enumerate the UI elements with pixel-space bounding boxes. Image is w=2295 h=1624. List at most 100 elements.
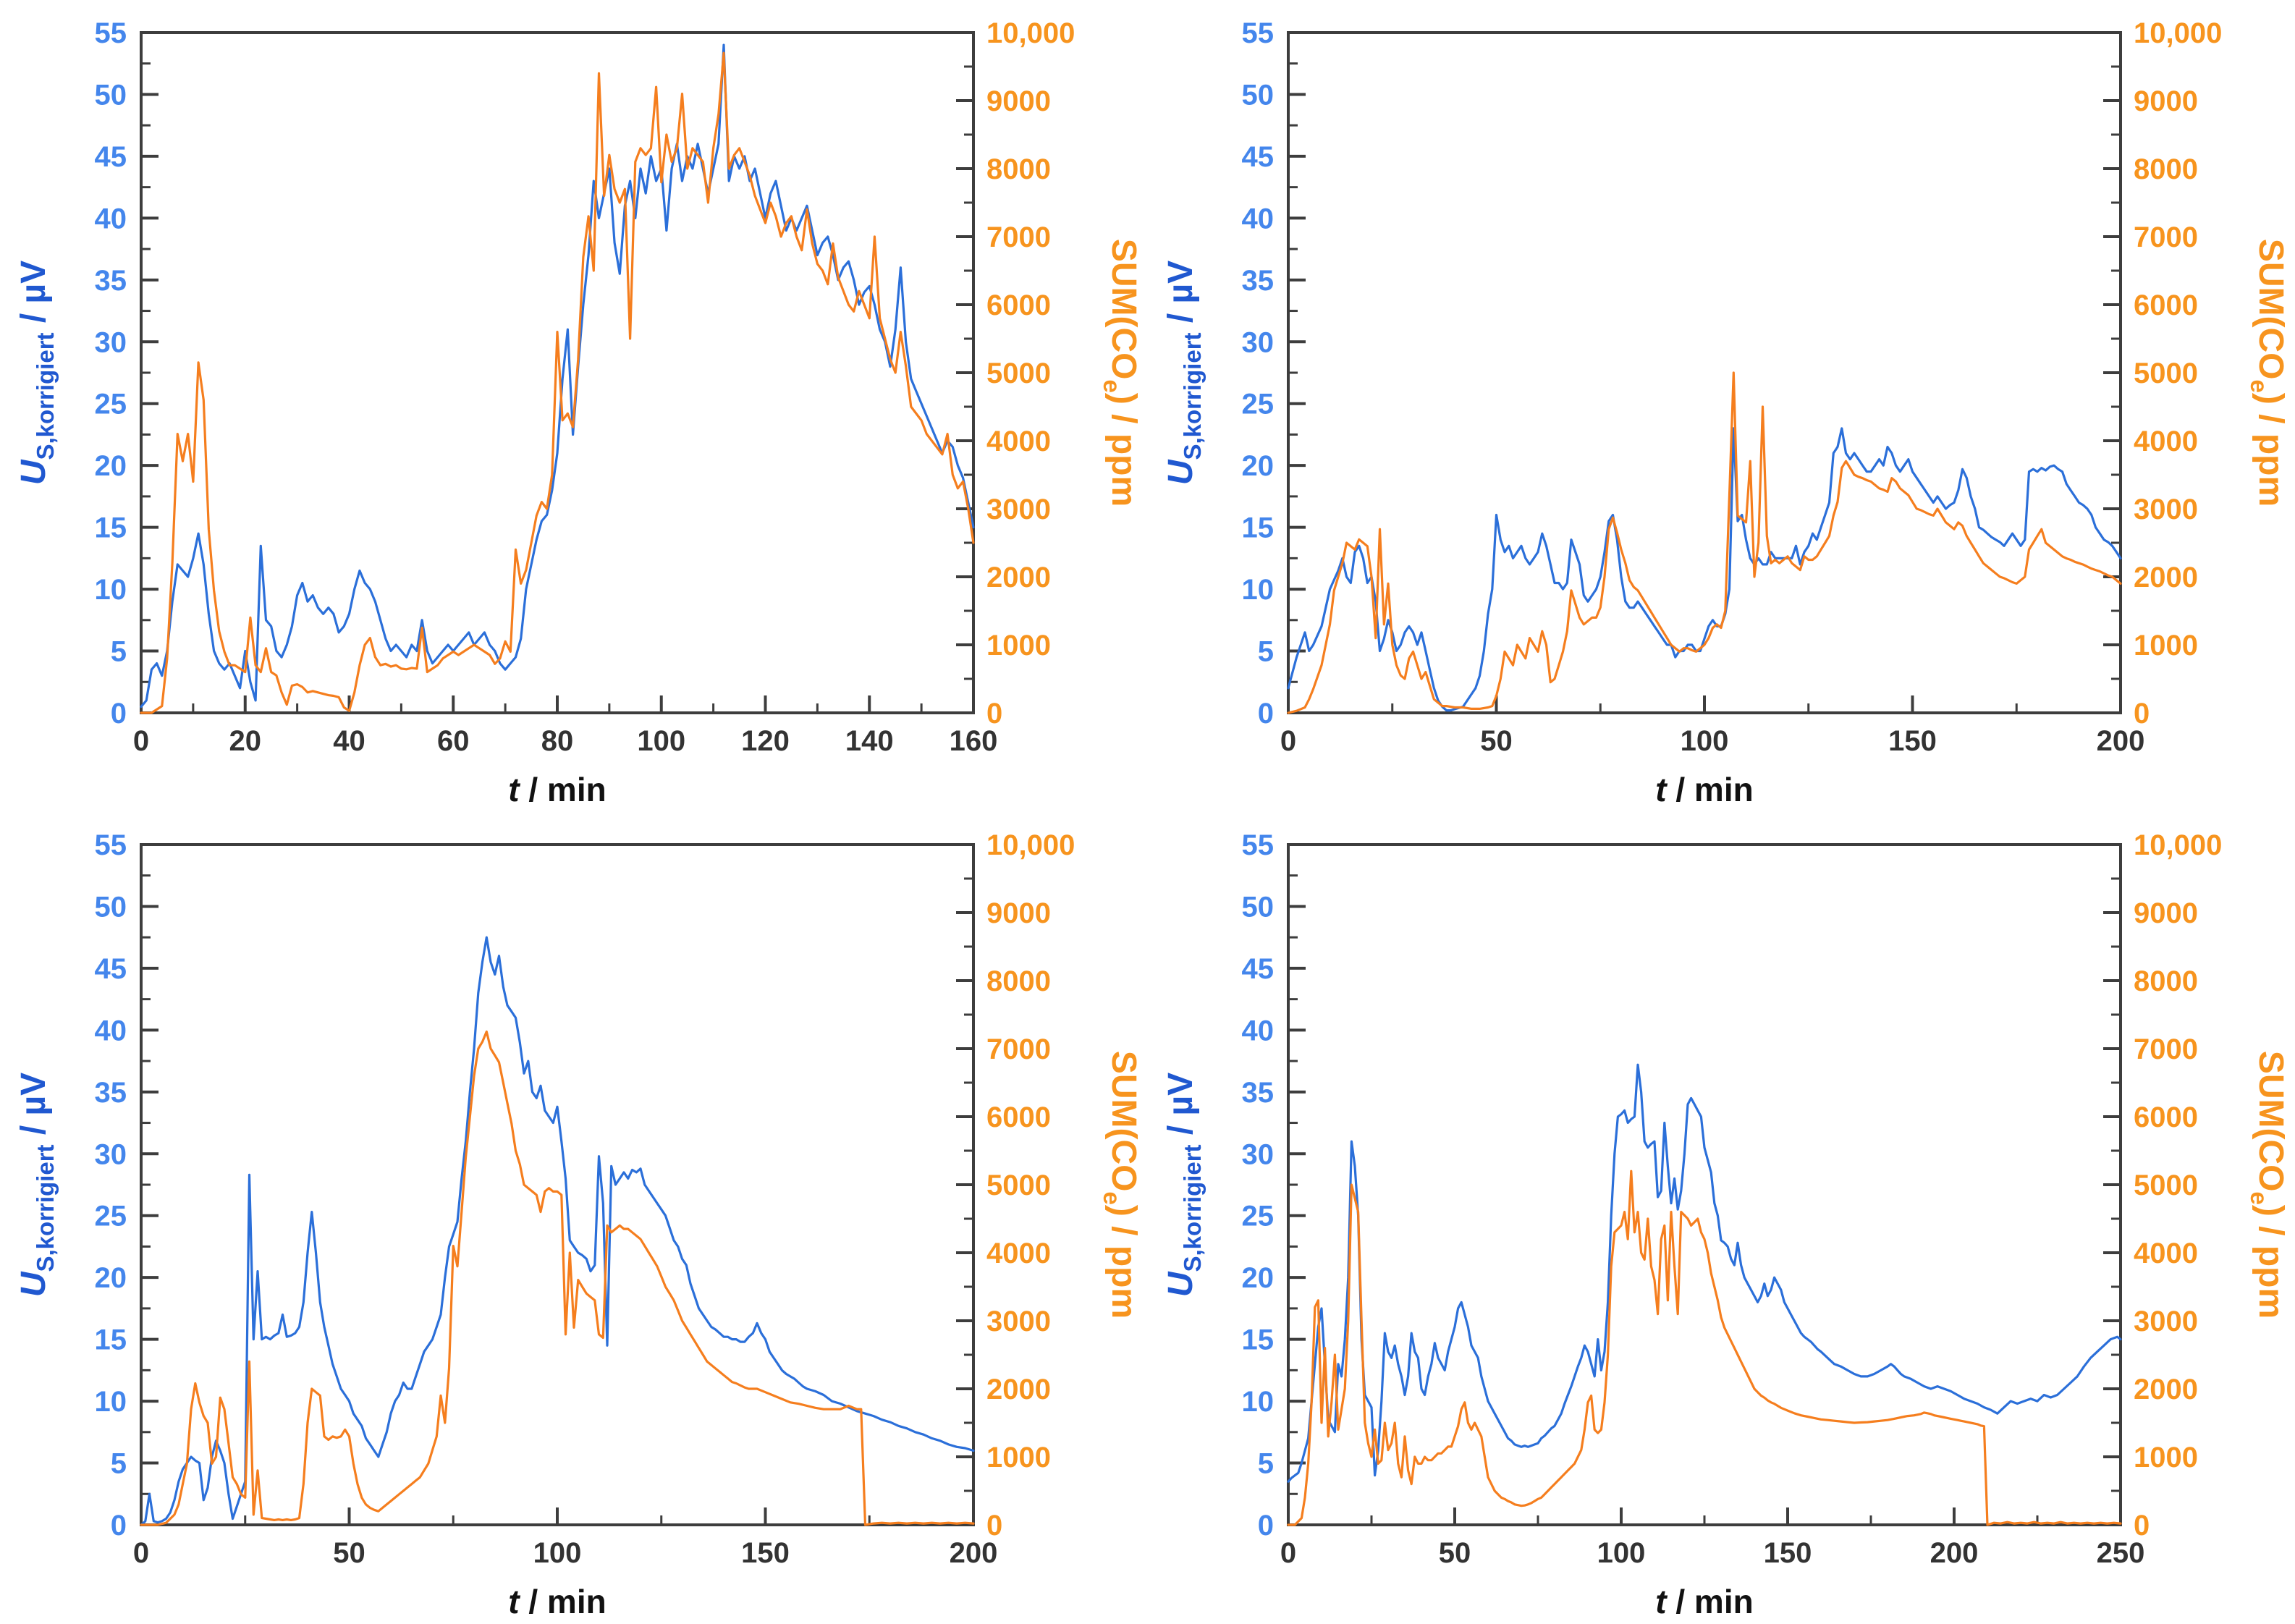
y-left-tick-label: 40 bbox=[1242, 1015, 1275, 1046]
y-left-tick-label: 40 bbox=[1242, 203, 1275, 234]
y-left-tick-label: 20 bbox=[95, 1262, 127, 1294]
x-tick-label: 100 bbox=[637, 725, 685, 757]
x-tick-label: 50 bbox=[1480, 725, 1513, 757]
y-right-tick-label: 1000 bbox=[986, 1442, 1051, 1473]
y-left-axis-title: US,korrigiert / µV bbox=[14, 1073, 59, 1297]
chart-top-right: 0 5 10 15 20 25 30 35 40 45 50 55 0 1000 2000 3000 4000 5… bbox=[1147, 0, 2295, 812]
chart-svg-bottom-left: 0510152025303540455055010002000300040005… bbox=[14, 829, 1143, 1620]
y-left-tick-label: 10 bbox=[95, 1386, 127, 1418]
y-left-tick-label: 20 bbox=[95, 450, 127, 482]
y-right-axis: 0 1000 2000 3000 4000 5000 6000 7000 8000 9000 10,… bbox=[2103, 829, 2222, 1541]
y-left-tick-label: 0 bbox=[1258, 698, 1274, 729]
x-tick-label: 120 bbox=[741, 725, 790, 757]
x-tick-label: 150 bbox=[1888, 725, 1937, 757]
x-axis: 0 50 100 150 200 bbox=[1280, 695, 2144, 757]
y-right-tick-label: 5000 bbox=[2134, 1170, 2198, 1201]
y-right-tick-label: 4000 bbox=[2134, 1238, 2198, 1269]
y-left-tick-label: 25 bbox=[95, 1201, 127, 1232]
y-right-axis-title: SUM(COe) / ppm bbox=[2246, 239, 2290, 507]
x-tick-label: 50 bbox=[1439, 1537, 1471, 1569]
y-right-tick-label: 3000 bbox=[986, 494, 1051, 525]
y-left-tick-label: 5 bbox=[111, 636, 127, 668]
y-left-tick-label: 30 bbox=[95, 326, 127, 358]
y-left-tick-label: 50 bbox=[1242, 891, 1275, 923]
y-right-tick-label: 9000 bbox=[2134, 897, 2198, 929]
y-right-tick-label: 5000 bbox=[986, 358, 1051, 389]
y-right-tick-label: 10,000 bbox=[2134, 17, 2222, 49]
y-left-axis: 0 5 10 15 20 25 30 35 40 45 50 55 bbox=[95, 829, 159, 1541]
x-tick-label: 50 bbox=[333, 1537, 365, 1569]
y-left-axis-title: US,korrigiert / µV bbox=[14, 261, 59, 485]
y-right-tick-label: 2000 bbox=[2134, 562, 2198, 593]
y-right-tick-label: 0 bbox=[2134, 698, 2150, 729]
series-co-sum-line bbox=[140, 51, 975, 714]
y-left-axis-title: US,korrigiert / µV bbox=[1162, 261, 1206, 485]
y-right-tick-label: 4000 bbox=[986, 1238, 1051, 1269]
y-left-tick-label: 35 bbox=[1242, 265, 1275, 297]
y-left-tick-label: 35 bbox=[95, 1077, 127, 1109]
y-right-tick-label: 10,000 bbox=[986, 17, 1075, 49]
x-tick-label: 100 bbox=[1681, 725, 1729, 757]
y-left-tick-label: 10 bbox=[1242, 1386, 1275, 1418]
y-right-axis: 0 1000 2000 3000 4000 5000 6000 7000 8000 9000 10,… bbox=[956, 829, 1075, 1541]
y-right-tick-label: 1000 bbox=[2134, 630, 2198, 661]
y-right-tick-label: 4000 bbox=[986, 426, 1051, 457]
y-left-tick-label: 30 bbox=[95, 1138, 127, 1170]
x-tick-label: 0 bbox=[133, 725, 149, 757]
y-left-tick-label: 25 bbox=[95, 389, 127, 420]
y-right-tick-label: 5000 bbox=[986, 1170, 1051, 1201]
y-left-tick-label: 50 bbox=[1242, 79, 1275, 111]
y-right-tick-label: 10,000 bbox=[2134, 829, 2222, 861]
y-right-tick-label: 2000 bbox=[986, 562, 1051, 593]
chart-bottom-left: 0 5 10 15 20 25 30 35 40 45 50 55 0 1000 2000 3000 4000 5… bbox=[0, 812, 1147, 1624]
y-left-tick-label: 55 bbox=[1242, 17, 1275, 49]
y-left-axis: 0 5 10 15 20 25 30 35 40 45 50 55 bbox=[1242, 829, 1306, 1541]
y-left-tick-label: 45 bbox=[1242, 141, 1275, 173]
x-tick-label: 0 bbox=[133, 1537, 149, 1569]
x-tick-label: 200 bbox=[950, 1537, 998, 1569]
x-axis: 0 50 100 150 200 250 bbox=[1280, 1507, 2144, 1569]
y-right-tick-label: 2000 bbox=[986, 1374, 1051, 1405]
y-left-tick-label: 45 bbox=[1242, 953, 1275, 985]
y-left-tick-label: 25 bbox=[1242, 1201, 1275, 1232]
x-axis: 0 20 40 60 80 100 120 140 160 bbox=[133, 695, 997, 757]
y-right-tick-label: 8000 bbox=[2134, 965, 2198, 997]
series-us-voltage-line bbox=[140, 936, 975, 1526]
y-right-tick-label: 7000 bbox=[986, 221, 1051, 253]
x-tick-label: 20 bbox=[229, 725, 262, 757]
series-us-voltage-line bbox=[1287, 1063, 2122, 1483]
y-right-tick-label: 3000 bbox=[2134, 494, 2198, 525]
y-left-tick-label: 45 bbox=[95, 141, 127, 173]
y-left-axis-title: US,korrigiert / µV bbox=[1162, 1073, 1206, 1297]
x-tick-label: 60 bbox=[437, 725, 470, 757]
y-left-tick-label: 35 bbox=[1242, 1077, 1275, 1109]
y-left-tick-label: 40 bbox=[95, 1015, 127, 1046]
y-left-tick-label: 5 bbox=[1258, 1448, 1274, 1480]
y-left-tick-label: 20 bbox=[1242, 450, 1275, 482]
x-axis-title: t / min bbox=[508, 771, 606, 808]
x-tick-label: 100 bbox=[1597, 1537, 1646, 1569]
y-right-tick-label: 9000 bbox=[2134, 85, 2198, 117]
y-right-tick-label: 6000 bbox=[986, 289, 1051, 321]
x-tick-label: 0 bbox=[1280, 725, 1296, 757]
y-left-tick-label: 15 bbox=[95, 1324, 127, 1356]
x-axis: 0 50 100 150 200 bbox=[133, 1507, 998, 1569]
series-co-sum-line bbox=[1287, 1170, 2122, 1526]
y-right-axis-title: SUM(COe) / ppm bbox=[1099, 239, 1143, 507]
y-right-tick-label: 10,000 bbox=[986, 829, 1075, 861]
y-left-tick-label: 50 bbox=[95, 891, 127, 923]
plot-frame bbox=[1287, 843, 2122, 1526]
plot-frame bbox=[1287, 31, 2122, 714]
y-left-tick-label: 10 bbox=[1242, 574, 1275, 606]
y-right-tick-label: 1000 bbox=[986, 630, 1051, 661]
y-left-tick-label: 5 bbox=[1258, 636, 1274, 668]
y-left-tick-label: 0 bbox=[1258, 1510, 1274, 1541]
y-right-axis: 0 1000 2000 3000 4000 5000 6000 7000 8000 9000 10,… bbox=[2103, 17, 2222, 729]
y-right-tick-label: 2000 bbox=[2134, 1374, 2198, 1405]
x-axis-title: t / min bbox=[1655, 771, 1753, 808]
y-right-tick-label: 7000 bbox=[2134, 1033, 2198, 1065]
y-right-tick-label: 8000 bbox=[986, 965, 1051, 997]
x-tick-label: 150 bbox=[741, 1537, 790, 1569]
y-right-tick-label: 6000 bbox=[986, 1101, 1051, 1133]
